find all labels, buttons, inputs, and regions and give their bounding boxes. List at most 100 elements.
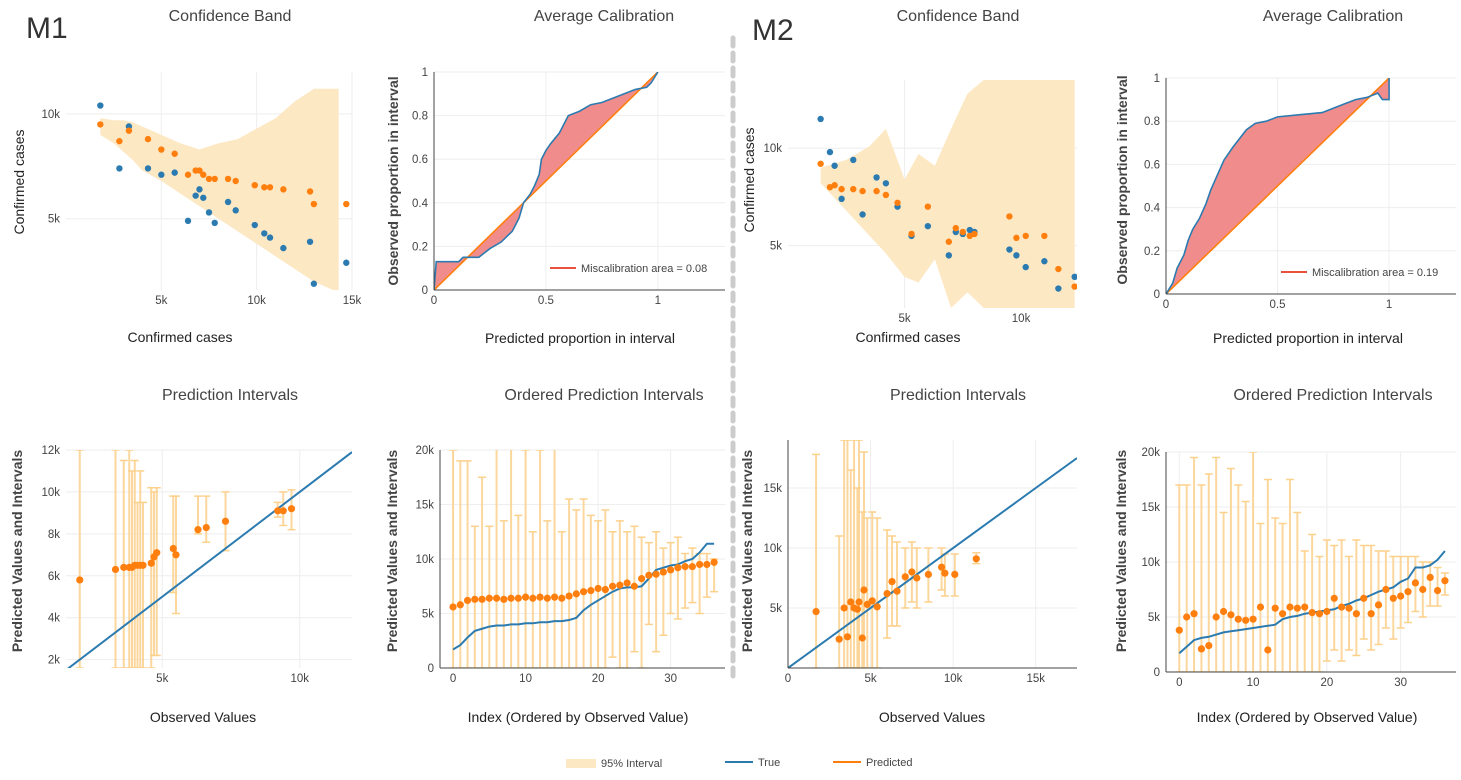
true-line <box>452 542 715 651</box>
y-axis-label: Predicted Values and Intervals <box>739 450 755 653</box>
predicted-point <box>200 171 207 178</box>
predicted-point <box>1426 573 1434 582</box>
ideal-calibration-line <box>1166 78 1390 294</box>
true-point <box>859 211 866 218</box>
predicted-point <box>941 569 949 577</box>
predicted-point <box>463 596 472 605</box>
x-axis-label: Index (Ordered by Observed Value) <box>1197 709 1418 725</box>
true-point <box>306 238 314 245</box>
y-tick-label: 20k <box>415 445 434 457</box>
x-axis-label: Index (Ordered by Observed Value) <box>468 709 689 725</box>
true-point <box>826 148 834 156</box>
predicted-point <box>659 568 667 576</box>
predicted-point <box>835 635 843 643</box>
predicted-point <box>908 568 916 576</box>
true-point <box>251 221 258 229</box>
predicted-point <box>587 587 595 595</box>
predicted-point <box>873 187 880 195</box>
y-tick-label: 5k <box>48 214 60 226</box>
predicted-point <box>558 594 566 602</box>
y-tick-label: 0 <box>1154 667 1160 679</box>
predicted-point <box>1301 603 1309 611</box>
y-tick-label: 0.4 <box>1144 203 1161 215</box>
predicted-point <box>1389 594 1397 602</box>
predicted-point <box>1286 603 1294 611</box>
predicted-point <box>888 578 896 586</box>
true-point <box>171 169 178 176</box>
predicted-point <box>572 590 580 598</box>
predicted-point <box>908 230 915 238</box>
predicted-point <box>232 177 239 185</box>
plot-area <box>817 80 1077 308</box>
predicted-point <box>97 121 104 128</box>
true-point <box>200 194 207 201</box>
predicted-point <box>310 200 318 208</box>
predicted-point <box>196 167 203 174</box>
x-axis-label: Observed Values <box>879 709 985 725</box>
observed-calibration-line <box>434 72 659 290</box>
predicted-point <box>1013 234 1020 242</box>
predicted-point <box>1197 645 1206 653</box>
y-tick-label: 0.4 <box>412 198 429 210</box>
true-point <box>224 198 232 206</box>
predicted-point <box>893 587 901 595</box>
predicted-point <box>1071 283 1077 290</box>
predicted-point <box>1360 594 1368 602</box>
panel-title: Average Calibration <box>534 8 674 25</box>
y-tick-label: 0 <box>1154 289 1160 301</box>
y-tick-label: 10k <box>763 543 782 555</box>
ideal-calibration-line <box>434 72 659 290</box>
x-tick-label: 30 <box>664 673 677 685</box>
y-tick-label: 0.6 <box>1144 159 1160 171</box>
true-point <box>831 162 838 169</box>
predicted-point <box>478 595 486 603</box>
y-tick-label: 5k <box>770 603 782 615</box>
panel-title: Ordered Prediction Intervals <box>504 387 703 404</box>
predicted-point <box>139 561 147 569</box>
predicted-point <box>959 228 966 236</box>
predicted-point <box>449 603 457 611</box>
predicted-point <box>202 523 210 532</box>
true-line <box>67 451 352 668</box>
x-tick-label: 10k <box>1012 313 1031 325</box>
predicted-point <box>1419 585 1427 594</box>
predicted-point <box>860 586 868 594</box>
y-tick-label: 5k <box>1148 612 1160 624</box>
predicted-point <box>521 593 530 601</box>
true-point <box>261 230 268 237</box>
y-tick-label: 6k <box>48 571 60 583</box>
x-tick-label: 5k <box>156 673 168 685</box>
predicted-point <box>1055 265 1062 273</box>
legend-label-predicted: Predicted <box>866 757 912 769</box>
predicted-point <box>492 594 501 602</box>
predicted-point <box>1219 607 1228 616</box>
legend-label-true: True <box>758 757 780 769</box>
predicted-point <box>831 182 838 189</box>
x-tick-label: 0 <box>450 673 456 685</box>
panel-title: Confidence Band <box>169 8 292 25</box>
true-point <box>158 171 165 178</box>
predicted-point <box>924 203 932 210</box>
true-point <box>850 156 857 164</box>
predicted-point <box>76 576 84 584</box>
predicted-point <box>224 175 232 183</box>
predicted-point <box>171 150 178 157</box>
x-tick-label: 0.5 <box>1270 299 1286 311</box>
predicted-point <box>855 598 863 606</box>
y-tick-label: 15k <box>1141 502 1160 514</box>
plot-area <box>434 72 659 290</box>
true-point <box>1041 258 1048 265</box>
predicted-point <box>873 603 881 611</box>
true-point <box>924 222 932 230</box>
predicted-point <box>205 175 213 183</box>
true-point <box>1013 252 1020 259</box>
x-tick-label: 5k <box>898 313 910 325</box>
x-tick-label: 20 <box>592 673 605 685</box>
x-axis-label: Predicted proportion in interval <box>485 330 675 346</box>
x-tick-label: 0 <box>1176 677 1182 689</box>
y-tick-label: 10k <box>41 487 60 499</box>
x-tick-label: 5k <box>864 673 876 685</box>
true-point <box>116 165 123 172</box>
predicted-point <box>1374 601 1383 609</box>
predicted-point <box>116 137 123 145</box>
